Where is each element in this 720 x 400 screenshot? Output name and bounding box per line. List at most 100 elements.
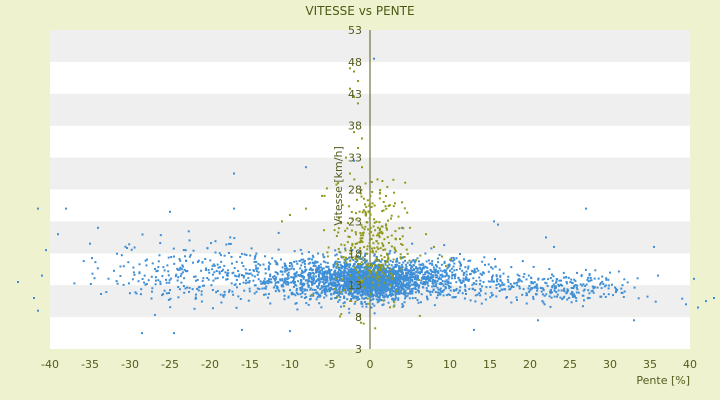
data-point xyxy=(433,281,436,284)
data-point xyxy=(398,292,400,295)
data-point xyxy=(269,262,272,265)
x-tick-label: 0 xyxy=(367,358,374,371)
data-point xyxy=(394,249,397,252)
data-point xyxy=(382,201,385,203)
data-point xyxy=(212,279,215,282)
data-point xyxy=(362,263,365,266)
data-point xyxy=(257,271,260,274)
data-point xyxy=(375,298,378,301)
data-point xyxy=(400,284,403,287)
data-point xyxy=(277,280,280,283)
data-point xyxy=(356,285,358,287)
data-point xyxy=(378,197,381,200)
data-point xyxy=(329,287,331,290)
data-point xyxy=(532,265,535,268)
data-point xyxy=(437,272,440,274)
data-point xyxy=(417,277,419,280)
data-point xyxy=(416,278,419,281)
data-point xyxy=(353,272,356,275)
data-point xyxy=(309,298,312,300)
data-point xyxy=(344,264,346,267)
data-point xyxy=(409,269,412,272)
data-point xyxy=(602,293,605,296)
data-point xyxy=(518,285,521,288)
data-point xyxy=(693,277,695,280)
x-tick-label: 25 xyxy=(563,358,577,371)
data-point xyxy=(386,259,389,262)
data-point xyxy=(290,262,293,264)
data-point xyxy=(364,210,367,213)
data-point xyxy=(364,282,367,285)
data-point xyxy=(384,260,386,262)
data-point xyxy=(350,247,352,249)
data-point xyxy=(252,279,255,282)
data-point xyxy=(548,268,551,270)
data-point xyxy=(438,291,441,294)
data-point xyxy=(322,267,325,270)
data-point xyxy=(404,286,407,289)
data-point xyxy=(360,195,363,198)
y-axis-label: Vitesse [km/h] xyxy=(332,146,345,226)
data-point xyxy=(337,283,340,286)
data-point xyxy=(353,291,355,294)
data-point xyxy=(376,234,379,237)
data-point xyxy=(448,263,451,266)
data-point xyxy=(291,265,294,268)
data-point xyxy=(563,295,566,298)
data-point xyxy=(254,256,257,258)
data-point xyxy=(367,293,370,296)
data-point xyxy=(419,271,422,274)
data-point xyxy=(396,277,399,279)
data-point xyxy=(293,260,296,263)
data-point xyxy=(354,242,357,245)
data-point xyxy=(454,296,457,298)
x-tick-label: -25 xyxy=(161,358,179,371)
x-tick-label: -35 xyxy=(81,358,99,371)
data-point xyxy=(445,272,448,275)
data-point xyxy=(555,278,558,280)
data-point xyxy=(344,259,347,262)
data-point xyxy=(107,277,110,280)
data-point xyxy=(360,224,363,227)
data-point xyxy=(405,292,408,295)
data-point xyxy=(373,288,376,290)
data-point xyxy=(269,273,272,276)
data-point xyxy=(267,267,270,269)
data-point xyxy=(368,275,371,278)
data-point xyxy=(382,248,385,251)
data-point xyxy=(566,282,569,285)
data-point xyxy=(438,276,441,279)
data-point xyxy=(401,306,404,308)
data-point xyxy=(591,289,594,292)
data-point xyxy=(378,236,381,239)
data-point xyxy=(404,279,407,282)
data-point xyxy=(273,277,276,280)
data-point xyxy=(224,271,227,274)
data-point xyxy=(324,276,327,279)
data-point xyxy=(214,277,217,280)
data-point xyxy=(382,245,385,248)
data-point xyxy=(416,257,419,260)
data-point xyxy=(359,279,362,282)
data-point xyxy=(138,271,141,274)
data-point xyxy=(543,277,546,280)
data-point xyxy=(218,270,221,273)
data-point xyxy=(242,274,245,277)
data-point xyxy=(91,272,94,275)
data-point xyxy=(372,269,375,272)
data-point xyxy=(383,238,386,241)
data-point xyxy=(404,277,407,280)
data-point xyxy=(277,231,280,234)
data-point xyxy=(365,265,368,268)
data-point xyxy=(170,256,173,258)
data-point xyxy=(343,287,346,290)
data-point xyxy=(334,269,337,272)
data-point xyxy=(290,263,293,266)
data-point xyxy=(301,284,304,287)
data-point xyxy=(334,254,337,257)
data-point xyxy=(366,275,369,278)
data-point xyxy=(402,278,404,281)
data-point xyxy=(331,283,334,286)
data-point xyxy=(414,288,417,290)
data-point xyxy=(413,261,416,264)
